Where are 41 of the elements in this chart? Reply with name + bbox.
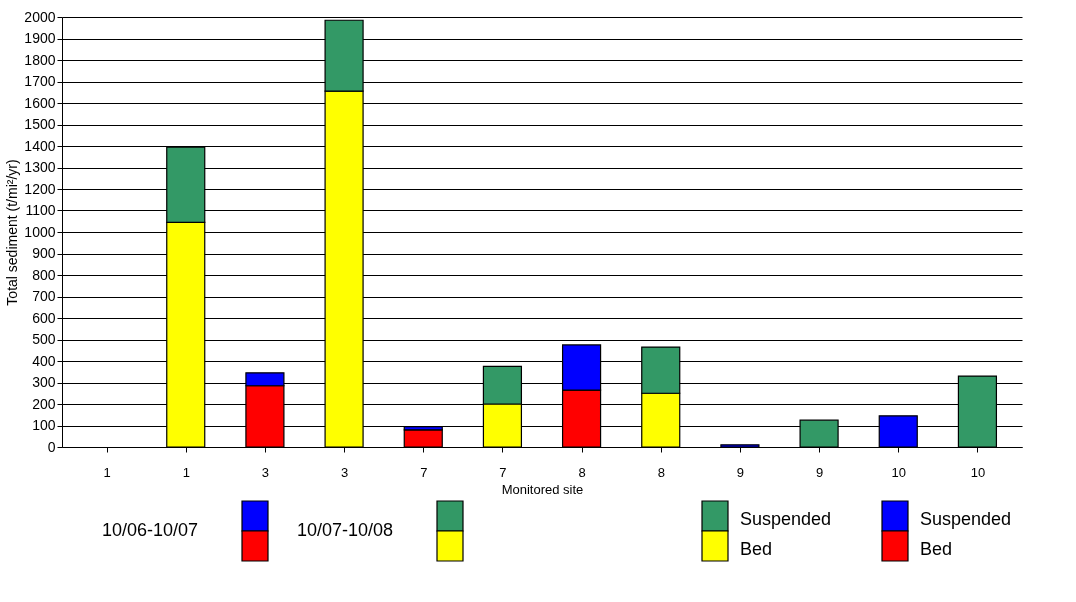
legend-label: Bed [920, 539, 953, 559]
x-tick-label: 9 [736, 464, 745, 480]
x-tick-label: 1 [103, 464, 111, 480]
y-tick-label: 200 [32, 395, 56, 412]
x-axis-title: Monitored site [501, 481, 584, 497]
y-tick-label: 1400 [24, 137, 56, 154]
y-tick-label: 700 [32, 288, 56, 304]
y-tick-label: 1600 [24, 94, 56, 111]
y-tick-label: 1800 [24, 51, 56, 68]
y-tick-label: 2000 [24, 8, 56, 25]
y-tick-label: 1000 [24, 223, 56, 240]
x-tick-label: 8 [578, 464, 586, 480]
y-tick-label: 0 [47, 438, 56, 455]
x-tick-label: 10 [970, 464, 986, 480]
y-tick-label: 500 [32, 331, 56, 347]
y-tick-label: 400 [32, 352, 56, 369]
text: 10/07-10/08 [297, 520, 394, 540]
y-tick-label: 1700 [24, 73, 56, 89]
x-tick-label: 1 [182, 464, 190, 480]
x-tick-label: 7 [499, 464, 507, 480]
y-tick-label: 600 [32, 309, 56, 326]
text: 10/06-10/07 [102, 520, 199, 540]
x-tick-label: 3 [340, 464, 349, 480]
y-tick-label: 1500 [24, 116, 56, 132]
legend-label: Suspended [920, 509, 1012, 529]
y-tick-label: 1300 [24, 159, 56, 175]
y-tick-label: 900 [32, 245, 56, 261]
x-tick-label: 7 [420, 464, 428, 480]
x-tick-label: 10 [891, 464, 906, 480]
x-tick-label: 8 [657, 464, 665, 480]
y-tick-label: 1100 [25, 202, 56, 218]
x-tick-label: 3 [261, 464, 270, 480]
y-tick-label: 1200 [24, 180, 56, 197]
legend-label: Suspended [740, 509, 832, 529]
legend-label: Bed [740, 539, 773, 559]
y-tick-label: 1900 [24, 30, 56, 46]
y-axis-title: Total sediment (t/mi²/yr) [4, 159, 21, 306]
y-tick-label: 100 [32, 417, 56, 433]
y-tick-label: 300 [32, 374, 56, 390]
y-tick-label: 800 [32, 266, 56, 283]
x-tick-label: 9 [815, 464, 824, 480]
